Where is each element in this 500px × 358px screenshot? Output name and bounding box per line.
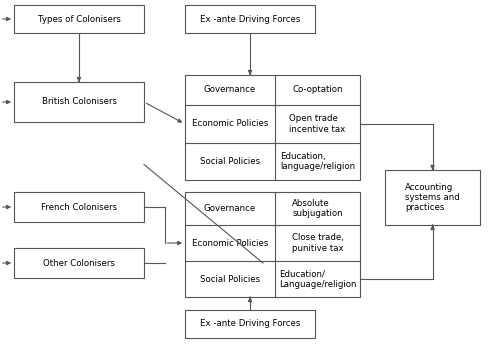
Text: French Colonisers: French Colonisers (41, 203, 117, 212)
Text: Social Policies: Social Policies (200, 275, 260, 284)
Bar (14, 248, 144, 278)
Text: Governance: Governance (204, 204, 256, 213)
Bar (385, 170, 480, 225)
Bar (185, 310, 315, 338)
Text: Education/
Language/religion: Education/ Language/religion (279, 269, 356, 289)
Bar (14, 82, 144, 122)
Text: Absolute
subjugation: Absolute subjugation (292, 199, 343, 218)
Text: Co-optation: Co-optation (292, 86, 343, 95)
Text: Economic Policies: Economic Policies (192, 120, 268, 129)
Text: Economic Policies: Economic Policies (192, 238, 268, 247)
Bar (14, 192, 144, 222)
Text: Governance: Governance (204, 86, 256, 95)
Text: Other Colonisers: Other Colonisers (43, 258, 115, 267)
Text: Ex -ante Driving Forces: Ex -ante Driving Forces (200, 319, 300, 329)
Text: Close trade,
punitive tax: Close trade, punitive tax (292, 233, 344, 253)
Bar (185, 75, 360, 180)
Text: Types of Colonisers: Types of Colonisers (38, 15, 120, 24)
Text: Open trade
incentive tax: Open trade incentive tax (290, 114, 346, 134)
Bar (185, 192, 360, 297)
Text: Education,
language/religion: Education, language/religion (280, 152, 355, 171)
Bar (185, 5, 315, 33)
Text: Social Policies: Social Policies (200, 157, 260, 166)
Text: Ex -ante Driving Forces: Ex -ante Driving Forces (200, 15, 300, 24)
Text: Accounting
systems and
practices: Accounting systems and practices (405, 183, 460, 212)
Text: British Colonisers: British Colonisers (42, 97, 117, 106)
Bar (14, 5, 144, 33)
